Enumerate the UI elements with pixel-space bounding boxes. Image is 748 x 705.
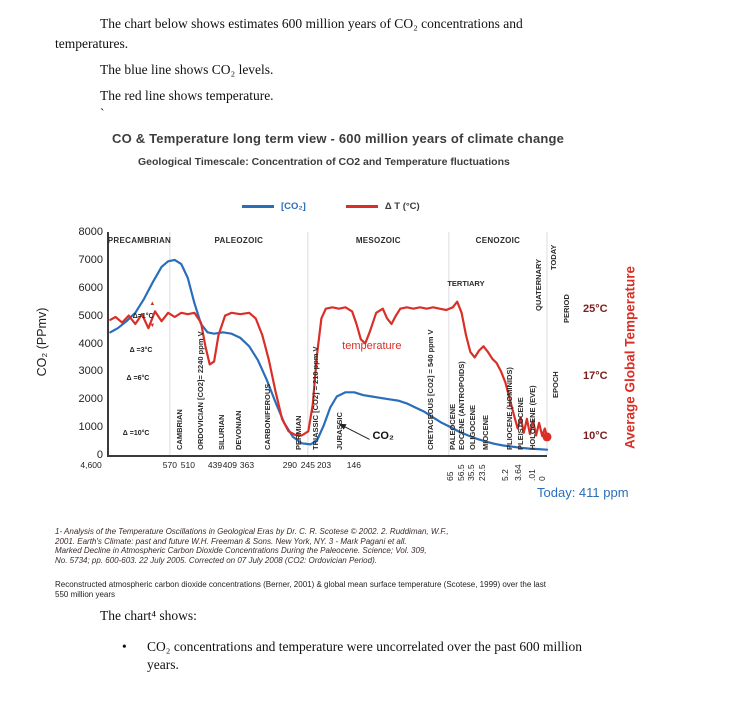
period-label: PALEOCENE	[447, 403, 457, 450]
chart-annotation: ▲	[149, 300, 156, 307]
sub-era-label: TERTIARY	[447, 278, 485, 288]
citation-line: 1- Analysis of the Temperature Oscillati…	[55, 527, 449, 536]
y-tick-label: 3000	[78, 365, 103, 378]
recon-line: Reconstructed atmospheric carbon dioxide…	[55, 580, 546, 589]
period-label: HOLOCENE (EVE)	[528, 385, 538, 450]
bullet-line-1: CO₂ concentrations and temperature were …	[147, 639, 583, 654]
period-label: CAMBRIAN	[175, 409, 185, 450]
chart-annotation: temperature	[342, 339, 402, 352]
era-label: MESOZOIC	[355, 236, 401, 245]
period-label: DEVONIAN	[234, 410, 244, 450]
blue-line-sentence: The blue line shows CO₂ levels.	[100, 62, 274, 77]
era-label: PALEOZOIC	[214, 236, 264, 245]
reconstruction-note: Reconstructed atmospheric carbon dioxide…	[55, 580, 546, 599]
chart-legend: [CO₂] Δ T (°C)	[242, 201, 420, 212]
legend-line-swatch	[345, 205, 378, 208]
x-tick-label: 439	[207, 460, 223, 470]
x-tick-label: 510	[180, 460, 195, 470]
recon-line: 550 million years	[55, 589, 116, 599]
bullet-line-2: years.	[147, 657, 179, 672]
co2-pointer-arrow	[338, 423, 370, 440]
period-label: EOCENE (ANTROPOIDS)	[457, 361, 467, 450]
period-label: OLIGOCENE	[468, 404, 478, 450]
sub-era-label: QUATERNARY	[534, 259, 544, 312]
bullet-glyph: •	[122, 639, 127, 654]
y-tick-label: 8000	[78, 226, 103, 238]
y-tick-label: 6000	[78, 281, 103, 294]
legend-label: [CO₂]	[281, 201, 306, 212]
period-label: CARBONIFEROUS	[263, 383, 273, 450]
chart-shows-heading: The chart⁴ shows:	[100, 608, 197, 623]
temperature-end-marker	[542, 432, 552, 442]
red-line-sentence: The red line shows temperature.	[100, 88, 274, 103]
x-tick-label: 35.5	[465, 464, 476, 481]
period-label: PERMIAN	[294, 415, 304, 450]
chart-annotation: CO₂	[372, 430, 394, 443]
today-ppm-note: Today: 411 ppm	[537, 485, 629, 500]
x-tick-label: 146	[346, 460, 361, 470]
x-tick-label: 409	[222, 460, 237, 470]
era-label: PRECAMBRIAN	[107, 236, 172, 245]
chart-annotation: Δ =10°C	[122, 430, 150, 438]
era-label: CENOZOIC	[475, 236, 521, 245]
sub-era-label: EPOCH	[550, 371, 560, 398]
right-axis-label: Average Global Temperature	[622, 265, 638, 450]
y-tick-label: 0	[96, 449, 103, 461]
x-tick-label: 56.5	[455, 464, 466, 481]
intro-line-2: temperatures.	[55, 36, 129, 51]
x-tick-label: 0	[536, 476, 547, 481]
citation-line: 2001. Earth's Climate: past and future W…	[55, 536, 407, 546]
co2-line	[109, 258, 549, 451]
x-tick-label: 570	[162, 460, 177, 470]
chart-annotation: ▼	[149, 322, 156, 329]
period-label: TRIASSIC [CO2] = 210 ppm V	[310, 346, 320, 450]
x-tick-label: 65	[444, 471, 455, 481]
chart-annotation: Δ=1°C	[132, 312, 154, 320]
chart-canvas	[109, 232, 552, 455]
intro-line-1: The chart below shows estimates 600 mill…	[100, 16, 523, 31]
temperature-line	[109, 300, 549, 438]
sub-era-label: TODAY	[549, 244, 559, 270]
x-tick-label: 4,600	[80, 460, 102, 470]
x-tick-label: 290	[282, 460, 297, 470]
right-axis-tick: 17°C	[583, 369, 608, 382]
x-tick-label: 203	[316, 460, 332, 470]
citation-line: No. 5734; pp. 600-603. 22 July 2005. Cor…	[55, 555, 377, 565]
period-label: PLIOCENE (HOMINIDS)	[504, 367, 514, 450]
legend-item: Δ T (°C)	[345, 201, 420, 212]
period-label: CRETACEOUS [CO2] = 540 ppm V	[426, 329, 436, 450]
period-label: ORDOVICIAN [CO2]= 2240 ppm V	[196, 331, 206, 450]
x-tick-label: 3.64	[513, 464, 524, 481]
chart-subtitle: Geological Timescale: Concentration of C…	[138, 156, 510, 168]
x-tick-label: .01	[526, 469, 537, 481]
period-label: JURASSIC	[334, 412, 344, 450]
x-tick-label: 363	[239, 460, 255, 470]
period-label: MIOCENE	[480, 414, 490, 450]
right-axis-tick: 10°C	[583, 429, 608, 442]
y-tick-label: 7000	[78, 253, 103, 266]
stray-backtick: `	[100, 106, 105, 121]
y-tick-label: 4000	[78, 337, 103, 350]
legend-line-swatch	[242, 205, 274, 208]
right-axis-tick: 25°C	[583, 303, 608, 316]
y-tick-label: 5000	[78, 309, 103, 322]
x-tick-label: 23.5	[476, 464, 487, 481]
citation-block: 1- Analysis of the Temperature Oscillati…	[55, 527, 449, 565]
x-tick-label: 245	[300, 460, 315, 470]
chart-annotation: Δ =6°C	[126, 374, 150, 382]
period-label: SILURIAN	[217, 414, 227, 450]
x-tick-label: 5.2	[500, 469, 511, 481]
y-axis-label: CO₂ (PPmv)	[35, 307, 49, 377]
chart-annotation: Δ =3°C	[129, 346, 153, 354]
y-tick-label: 2000	[78, 393, 103, 406]
sub-era-label: PERIOD	[561, 293, 571, 323]
period-label: PLEISTOCENE	[515, 397, 525, 450]
plot-area: 8000 7000 6000 5000 4000 3000 2000 1000 0 4,600 57…	[79, 226, 608, 481]
chart-title: CO & Temperature long term view - 600 mi…	[112, 131, 565, 146]
legend-item: [CO₂]	[242, 201, 306, 212]
y-tick-label: 1000	[78, 421, 103, 434]
citation-line: Marked Decline in Atmospheric Carbon Dio…	[55, 546, 427, 556]
legend-label: Δ T (°C)	[384, 201, 420, 212]
